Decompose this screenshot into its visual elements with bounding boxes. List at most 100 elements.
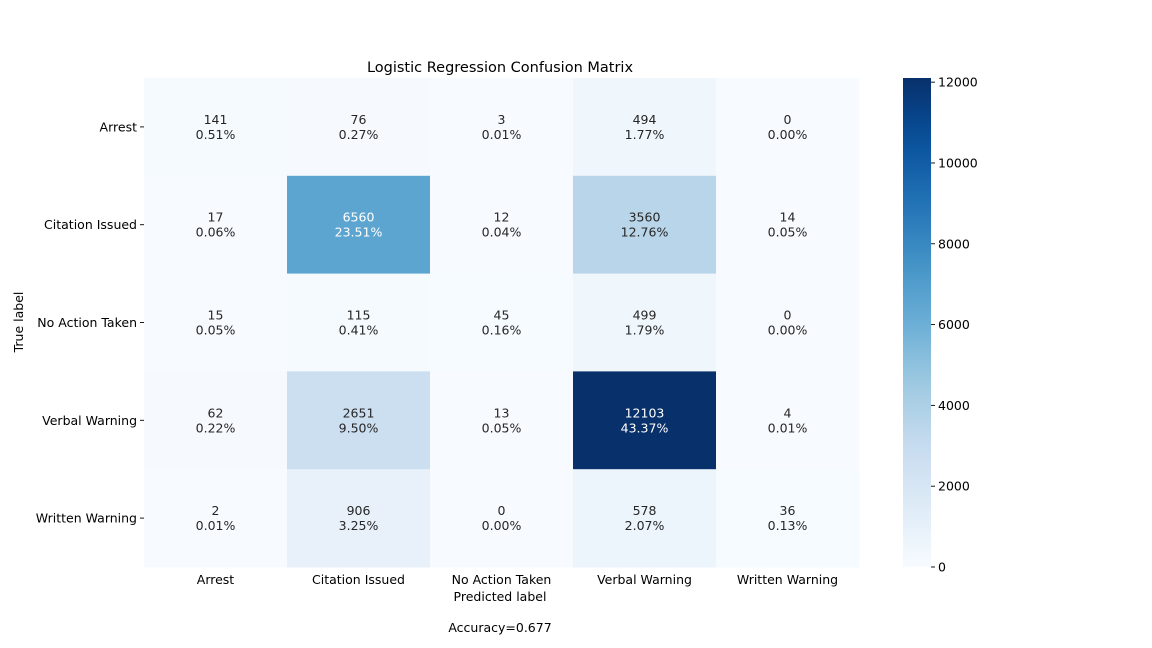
cell-percentage: 1.77% <box>625 127 665 142</box>
colorbar-tick-label: 0 <box>938 560 946 575</box>
cell-percentage: 0.00% <box>482 518 522 533</box>
cell-count: 115 <box>347 308 371 323</box>
cell-rect <box>287 469 431 568</box>
cell-percentage: 3.25% <box>339 518 379 533</box>
colorbar-tick-label: 6000 <box>938 317 970 332</box>
cell-count: 15 <box>208 308 224 323</box>
x-tick-label: Citation Issued <box>312 572 405 587</box>
cell-percentage: 0.01% <box>482 127 522 142</box>
cell-rect <box>573 273 717 372</box>
cell-rect <box>430 78 574 177</box>
cell-rect <box>144 175 288 275</box>
cell-rect <box>573 371 717 470</box>
cell-count: 36 <box>780 503 796 518</box>
cell-count: 0 <box>784 308 792 323</box>
cell-rect <box>716 371 860 470</box>
heatmap-cell: 130.05% <box>430 371 574 470</box>
y-tick-label: Arrest <box>100 119 138 134</box>
cell-count: 14 <box>780 210 796 225</box>
chart-title: Logistic Regression Confusion Matrix <box>367 60 634 76</box>
cell-count: 141 <box>204 112 228 127</box>
x-tick-label: No Action Taken <box>452 572 552 587</box>
cell-percentage: 0.00% <box>768 127 808 142</box>
cell-count: 76 <box>351 112 367 127</box>
cell-percentage: 0.04% <box>482 225 522 240</box>
cell-rect <box>430 273 574 372</box>
accuracy-footer: Accuracy=0.677 <box>448 620 551 635</box>
cell-count: 3560 <box>629 210 661 225</box>
cell-count: 499 <box>633 308 657 323</box>
colorbar-ticks: 0 2000 4000 6000 8000 10000 12000 <box>931 75 978 575</box>
cell-rect <box>573 175 717 275</box>
cell-percentage: 0.05% <box>768 225 808 240</box>
cell-rect <box>716 469 860 568</box>
cell-rect <box>287 175 431 275</box>
cell-rect <box>287 78 431 177</box>
heatmap-cell: 620.22% <box>144 371 288 470</box>
heatmap-cell: 150.05% <box>144 273 288 372</box>
cell-rect <box>144 469 288 568</box>
x-tick-label: Verbal Warning <box>597 572 692 587</box>
cell-count: 13 <box>494 405 510 420</box>
cell-percentage: 43.37% <box>621 420 669 435</box>
cell-count: 494 <box>633 112 657 127</box>
heatmap-cell: 360.13% <box>716 469 860 568</box>
heatmap-cell: 20.01% <box>144 469 288 568</box>
cell-rect <box>716 273 860 372</box>
heatmap-cell: 00.00% <box>430 469 574 568</box>
cell-count: 0 <box>784 112 792 127</box>
cell-percentage: 2.07% <box>625 518 665 533</box>
cell-count: 45 <box>494 308 510 323</box>
cell-percentage: 0.01% <box>196 518 236 533</box>
heatmap-cell: 120.04% <box>430 175 574 275</box>
cell-count: 2 <box>212 503 220 518</box>
cell-percentage: 12.76% <box>621 225 669 240</box>
y-tick-label: Citation Issued <box>44 217 137 232</box>
x-axis-label: Predicted label <box>454 589 547 604</box>
colorbar <box>903 78 931 567</box>
y-tick-labels: Arrest Citation Issued No Action Taken Verb… <box>36 119 144 526</box>
y-axis-label: True label <box>11 292 26 354</box>
heatmap-cell: 00.00% <box>716 273 860 372</box>
cell-rect <box>430 175 574 275</box>
cell-rect <box>430 371 574 470</box>
cell-count: 12103 <box>625 405 665 420</box>
colorbar-tick-label: 2000 <box>938 479 970 494</box>
cell-count: 62 <box>208 405 224 420</box>
heatmap-cell: 40.01% <box>716 371 860 470</box>
cell-count: 2651 <box>343 405 375 420</box>
cell-count: 3 <box>498 112 506 127</box>
cell-rect <box>287 273 431 372</box>
heatmap-cell: 00.00% <box>716 78 860 177</box>
cell-count: 12 <box>494 210 510 225</box>
cell-rect <box>716 78 860 177</box>
cell-percentage: 0.51% <box>196 127 236 142</box>
cell-rect <box>430 469 574 568</box>
heatmap-cell: 450.16% <box>430 273 574 372</box>
cell-count: 6560 <box>343 210 375 225</box>
cell-percentage: 23.51% <box>335 225 383 240</box>
y-tick-label: Verbal Warning <box>42 413 137 428</box>
colorbar-tick-label: 8000 <box>938 236 970 251</box>
cell-percentage: 9.50% <box>339 420 379 435</box>
cell-percentage: 0.06% <box>196 225 236 240</box>
cell-percentage: 0.00% <box>768 323 808 338</box>
cell-percentage: 0.22% <box>196 420 236 435</box>
cell-percentage: 0.05% <box>196 323 236 338</box>
cell-rect <box>287 371 431 470</box>
colorbar-tick-label: 12000 <box>938 75 978 90</box>
cell-rect <box>573 78 717 177</box>
cell-rect <box>144 273 288 372</box>
cell-rect <box>573 469 717 568</box>
x-tick-labels: Arrest Citation Issued No Action Taken Verb… <box>197 572 838 587</box>
cell-count: 578 <box>633 503 657 518</box>
